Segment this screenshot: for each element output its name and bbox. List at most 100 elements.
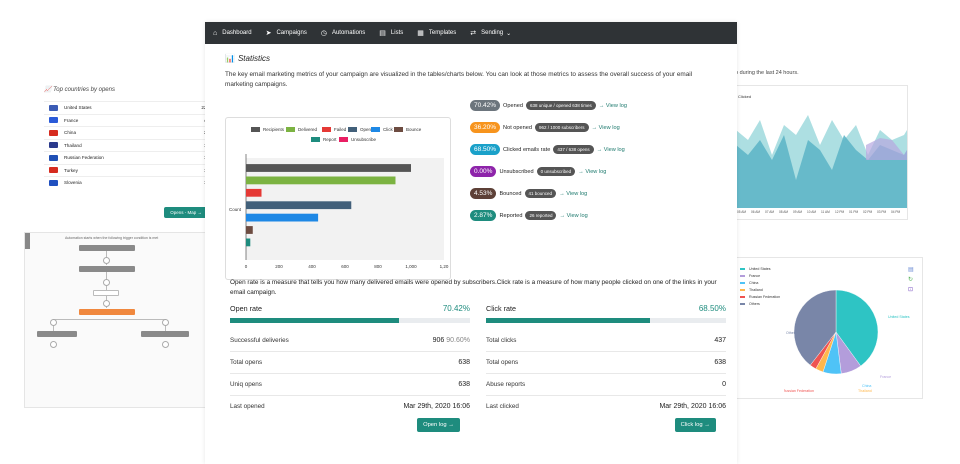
legend-swatch <box>251 127 260 132</box>
stat-value: 0 <box>722 381 726 388</box>
metric-label: Not opened <box>503 124 532 131</box>
legend-report[interactable]: Report <box>311 137 337 142</box>
nav-item-dashboard[interactable]: ⌂ Dashboard <box>213 30 252 37</box>
legend-click[interactable]: Click <box>371 127 393 132</box>
flow-title: Automation starts when the following tri… <box>65 236 159 240</box>
pie-legend-label: Thailand <box>749 288 763 292</box>
pie-slice[interactable] <box>835 289 879 367</box>
nav-item-sending[interactable]: ⇄ Sending ⌄ <box>470 29 511 37</box>
stat-label: Last opened <box>230 403 265 410</box>
nav-item-automations[interactable]: ◷ Automations <box>321 29 365 37</box>
pie-legend-label: France <box>749 274 761 278</box>
view-log-link[interactable]: → View log <box>598 102 627 109</box>
stat-number: 638 <box>458 381 470 388</box>
legend-failed[interactable]: Failed <box>322 127 346 132</box>
stat-label: Abuse reports <box>486 381 526 388</box>
area-x-tick: 10 AM <box>807 210 817 214</box>
flow-add-step[interactable] <box>162 319 169 326</box>
pie-slice-label: Thailand <box>858 389 872 393</box>
x-tick-label: 0 <box>245 264 248 269</box>
area-x-tick: 05 AM <box>737 210 747 214</box>
pie-slice[interactable] <box>793 289 837 366</box>
legend-label: Failed <box>334 127 347 132</box>
pie-legend-item[interactable]: China <box>740 281 758 285</box>
metric-row: 68.50% Clicked emails rate 437 / 638 opens… <box>470 144 625 155</box>
flow-email-node[interactable] <box>79 266 135 272</box>
metric-row: 70.42% Opened 638 unique / opened 638 time… <box>470 100 627 111</box>
pie-legend-item[interactable]: Russian Federation <box>740 295 780 299</box>
save-image-icon[interactable]: ⊡ <box>908 287 914 293</box>
metric-percent-badge: 4.53% <box>470 188 497 199</box>
pie-legend-item[interactable]: United States <box>740 267 771 271</box>
view-log-link[interactable]: → View log <box>559 212 588 219</box>
flow-add-step[interactable] <box>103 257 110 264</box>
metric-row: 36.20% Not opened 962 / 1000 subscribers → … <box>470 122 620 133</box>
legend-bounce[interactable]: Bounce <box>394 127 421 132</box>
pie-legend-swatch <box>740 303 745 305</box>
flow-add-step[interactable] <box>162 341 169 348</box>
y-axis-label: Count <box>229 207 242 212</box>
bar-chart: 0 200 400 600 800 1,000 1,20 Count <box>229 154 449 269</box>
pie-legend-item[interactable]: Thailand <box>740 288 763 292</box>
list-icon: ▤ <box>379 30 386 37</box>
bar-click[interactable] <box>246 213 319 222</box>
metric-detail-pill: 437 / 638 opens <box>553 145 594 154</box>
stat-label: Uniq opens <box>230 381 262 388</box>
automation-flow-card: Automation starts when the following tri… <box>24 232 206 408</box>
clicks-area-chart-card: Clicked 05 AM 06 AM 07 AM 08 AM 09 AM 10 AM 11… <box>733 85 908 220</box>
legend-recipients[interactable]: Recipients <box>251 127 284 132</box>
bar-recipients[interactable] <box>246 164 411 172</box>
flow-branch-no-node[interactable] <box>141 331 189 337</box>
flow-add-step[interactable] <box>50 341 57 348</box>
country-name: Slovenia <box>64 180 82 186</box>
flow-add-step[interactable] <box>103 279 110 286</box>
nav-item-lists[interactable]: ▤ Lists <box>379 29 403 37</box>
view-log-link[interactable]: → View log <box>559 190 588 197</box>
pie-legend-item[interactable]: France <box>740 274 760 278</box>
click-rate-value: 68.50% <box>698 304 726 313</box>
opens-map-button[interactable]: Opens - Map → <box>164 207 208 218</box>
refresh-icon[interactable]: ↻ <box>908 277 914 283</box>
legend-unsubscribe[interactable]: Unsubscribe <box>339 137 376 142</box>
pie-legend-item[interactable]: Others <box>740 302 760 306</box>
view-log-link[interactable]: → View log <box>591 124 620 131</box>
legend-delivered[interactable]: Delivered <box>286 127 317 132</box>
bar-bounce[interactable] <box>246 226 253 234</box>
pie-slice-label: Others <box>786 331 797 335</box>
open-log-button[interactable]: Open log → <box>417 418 460 432</box>
arrows-icon: ⇄ <box>470 30 477 37</box>
export-icon[interactable]: ▤ <box>908 267 914 273</box>
stat-row: Last opened Mar 29th, 2020 16:06 <box>230 395 470 417</box>
legend-open[interactable]: Open <box>348 127 371 132</box>
bar-report[interactable] <box>246 238 251 247</box>
metric-percent-badge: 70.42% <box>470 100 501 111</box>
country-name: Russian Federation <box>64 155 104 161</box>
open-rate-panel: Open rate 70.42% Successful deliveries 90… <box>230 304 470 432</box>
view-log-link[interactable]: → View log <box>578 168 607 175</box>
metric-label: Reported <box>499 212 523 219</box>
flow-trigger-node[interactable] <box>79 245 135 251</box>
stat-value: 638 <box>458 359 470 366</box>
country-row: United States221 <box>44 101 212 114</box>
bar-failed[interactable] <box>246 188 262 197</box>
bar-delivered[interactable] <box>246 176 396 185</box>
legend-swatch <box>394 127 403 132</box>
paper-plane-icon: ➤ <box>265 30 272 37</box>
flag-icon <box>49 154 58 161</box>
flow-toolbar[interactable] <box>25 233 30 249</box>
click-log-button[interactable]: Click log → <box>674 418 716 432</box>
flow-add-step[interactable] <box>103 300 110 307</box>
flow-branch-yes-node[interactable] <box>37 331 77 337</box>
legend-swatch <box>339 137 348 142</box>
campaign-statistics-panel: ⌂ Dashboard ➤ Campaigns ◷ Automations ▤ Lists ▦ T… <box>205 22 737 464</box>
nav-item-campaigns[interactable]: ➤ Campaigns <box>266 29 307 37</box>
nav-label: Automations <box>331 30 366 36</box>
nav-item-templates[interactable]: ▦ Templates <box>417 29 456 37</box>
flow-condition-node[interactable] <box>79 309 135 315</box>
flow-add-step[interactable] <box>50 319 57 326</box>
flow-wait-node[interactable] <box>93 290 119 296</box>
legend-swatch <box>322 127 331 132</box>
view-log-link[interactable]: → View log <box>596 146 625 153</box>
country-row: Slovenia12 <box>44 176 212 189</box>
bar-open[interactable] <box>246 201 352 210</box>
